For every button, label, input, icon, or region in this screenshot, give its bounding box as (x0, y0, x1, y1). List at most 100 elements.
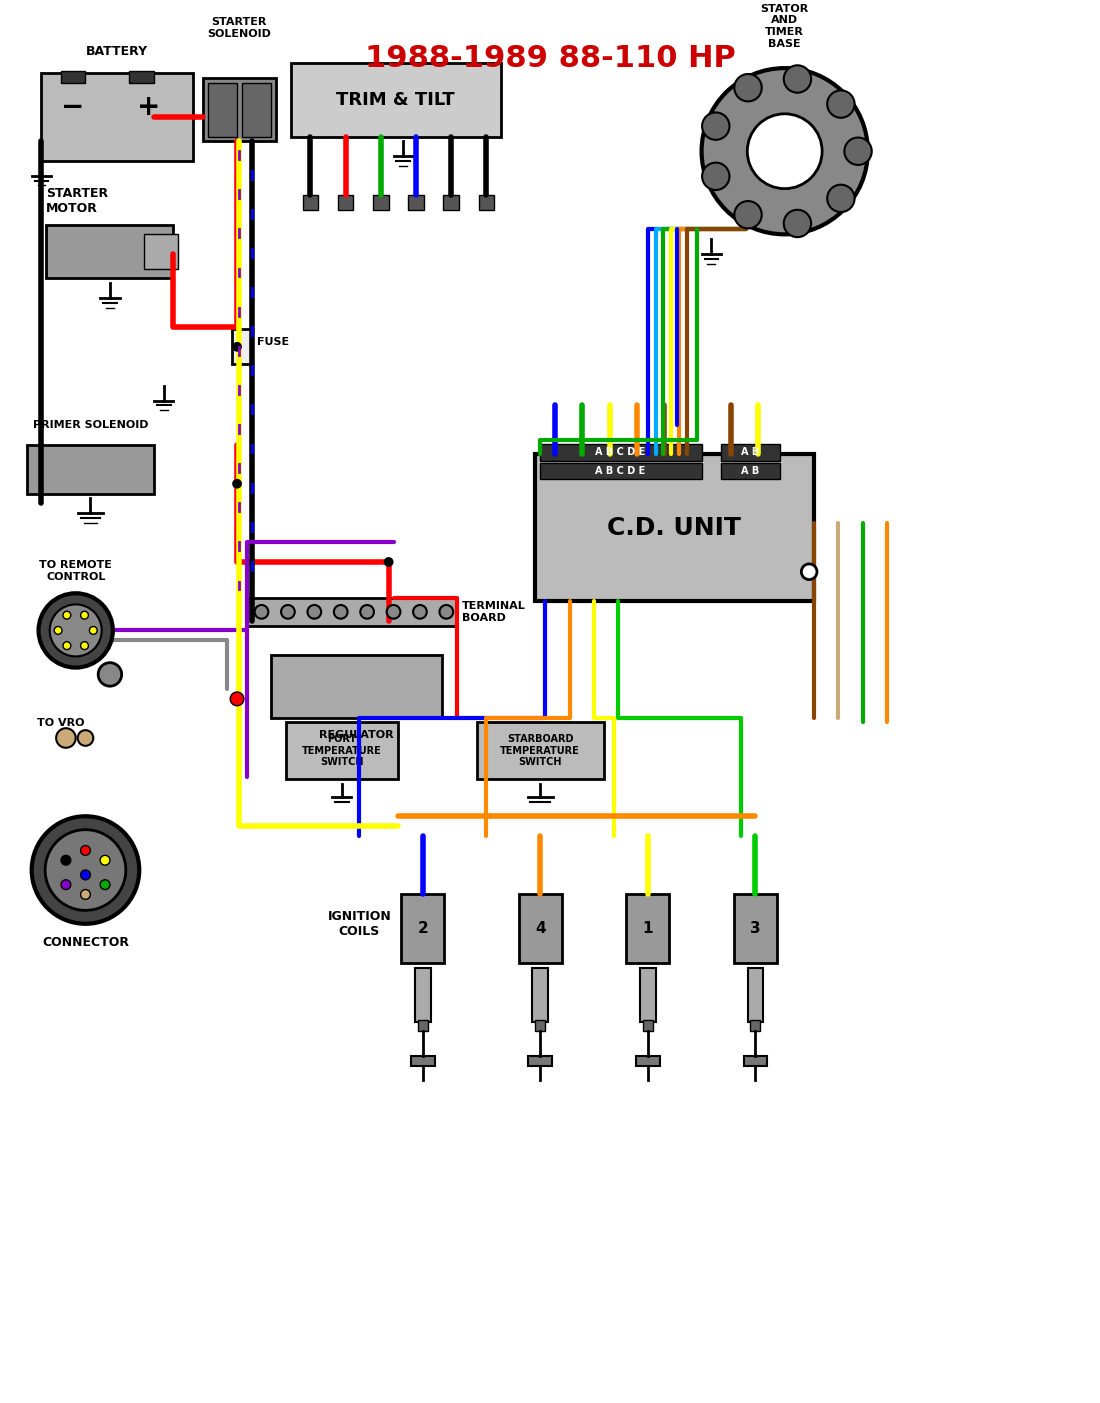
FancyBboxPatch shape (26, 445, 154, 494)
Circle shape (60, 856, 70, 866)
Text: CONNECTOR: CONNECTOR (42, 936, 129, 948)
FancyBboxPatch shape (519, 895, 562, 962)
Text: FUSE: FUSE (256, 337, 288, 347)
Circle shape (702, 112, 729, 140)
FancyBboxPatch shape (640, 968, 656, 1021)
FancyBboxPatch shape (415, 968, 431, 1021)
FancyBboxPatch shape (373, 195, 388, 210)
FancyBboxPatch shape (476, 723, 604, 779)
Circle shape (827, 90, 855, 118)
Text: A B: A B (741, 448, 760, 457)
Circle shape (784, 66, 811, 93)
Circle shape (414, 605, 427, 619)
Circle shape (735, 74, 761, 101)
Circle shape (255, 605, 268, 619)
FancyBboxPatch shape (402, 895, 444, 962)
Circle shape (232, 342, 242, 352)
FancyBboxPatch shape (478, 195, 494, 210)
Text: PORT
TEMPERATURE
SWITCH: PORT TEMPERATURE SWITCH (301, 734, 382, 767)
Text: STARTER
SOLENOID: STARTER SOLENOID (207, 17, 271, 39)
FancyBboxPatch shape (626, 895, 669, 962)
Text: 1988-1989 88-110 HP: 1988-1989 88-110 HP (364, 43, 736, 73)
Circle shape (50, 605, 101, 657)
Text: STATOR
AND
TIMER
BASE: STATOR AND TIMER BASE (760, 4, 808, 49)
Circle shape (80, 870, 90, 880)
FancyBboxPatch shape (734, 895, 777, 962)
FancyBboxPatch shape (411, 1056, 434, 1066)
FancyBboxPatch shape (286, 723, 398, 779)
Circle shape (63, 641, 70, 650)
Text: TERMINAL
BOARD: TERMINAL BOARD (462, 600, 526, 623)
FancyBboxPatch shape (272, 655, 442, 718)
Circle shape (747, 114, 822, 188)
FancyBboxPatch shape (338, 195, 353, 210)
FancyBboxPatch shape (536, 455, 814, 600)
Circle shape (801, 564, 817, 579)
FancyBboxPatch shape (144, 234, 178, 268)
Circle shape (78, 730, 94, 746)
FancyBboxPatch shape (536, 1020, 546, 1031)
FancyBboxPatch shape (208, 83, 238, 136)
FancyBboxPatch shape (722, 463, 780, 478)
Circle shape (100, 880, 110, 890)
Circle shape (334, 605, 348, 619)
FancyBboxPatch shape (532, 968, 548, 1021)
Text: A B: A B (741, 466, 760, 476)
FancyBboxPatch shape (750, 1020, 760, 1031)
Text: PRIMER SOLENOID: PRIMER SOLENOID (33, 419, 148, 429)
Circle shape (60, 880, 70, 890)
Text: −: − (62, 93, 85, 121)
FancyBboxPatch shape (130, 72, 154, 83)
Circle shape (56, 728, 76, 748)
Circle shape (440, 605, 453, 619)
FancyBboxPatch shape (60, 72, 86, 83)
Text: TO REMOTE
CONTROL: TO REMOTE CONTROL (40, 560, 112, 581)
Circle shape (308, 605, 321, 619)
Text: A B C D E: A B C D E (595, 466, 646, 476)
Circle shape (89, 627, 97, 634)
FancyBboxPatch shape (528, 1056, 552, 1066)
Text: TRIM & TILT: TRIM & TILT (337, 91, 454, 109)
Text: 1: 1 (642, 922, 653, 936)
Text: A B C D E: A B C D E (595, 448, 646, 457)
FancyBboxPatch shape (302, 195, 318, 210)
Text: 3: 3 (750, 922, 761, 936)
FancyBboxPatch shape (46, 224, 174, 278)
Text: 2: 2 (418, 922, 428, 936)
FancyBboxPatch shape (290, 63, 502, 136)
Text: +: + (138, 93, 161, 121)
Circle shape (98, 662, 122, 686)
FancyBboxPatch shape (232, 330, 252, 365)
FancyBboxPatch shape (722, 443, 780, 462)
Circle shape (32, 817, 140, 923)
Circle shape (232, 478, 242, 488)
Circle shape (230, 692, 244, 706)
FancyBboxPatch shape (246, 598, 458, 626)
FancyBboxPatch shape (42, 73, 192, 161)
FancyBboxPatch shape (540, 443, 702, 462)
Circle shape (702, 163, 729, 189)
Circle shape (80, 846, 90, 856)
Circle shape (384, 557, 394, 567)
Circle shape (80, 612, 88, 619)
Circle shape (45, 829, 125, 911)
Circle shape (63, 612, 70, 619)
Text: TO VRO: TO VRO (36, 718, 84, 728)
Circle shape (387, 605, 400, 619)
FancyBboxPatch shape (408, 195, 424, 210)
Text: STARTER
MOTOR: STARTER MOTOR (46, 187, 109, 215)
FancyBboxPatch shape (242, 83, 272, 136)
Circle shape (784, 210, 811, 237)
Circle shape (39, 593, 113, 668)
Text: 4: 4 (535, 922, 546, 936)
FancyBboxPatch shape (418, 1020, 428, 1031)
Text: REGULATOR: REGULATOR (319, 730, 394, 741)
Text: C.D. UNIT: C.D. UNIT (607, 516, 741, 540)
Circle shape (361, 605, 374, 619)
FancyBboxPatch shape (642, 1020, 652, 1031)
Text: STARBOARD
TEMPERATURE
SWITCH: STARBOARD TEMPERATURE SWITCH (500, 734, 580, 767)
Text: IGNITION
COILS: IGNITION COILS (328, 909, 392, 937)
FancyBboxPatch shape (748, 968, 763, 1021)
Circle shape (845, 137, 871, 166)
Circle shape (702, 69, 868, 234)
